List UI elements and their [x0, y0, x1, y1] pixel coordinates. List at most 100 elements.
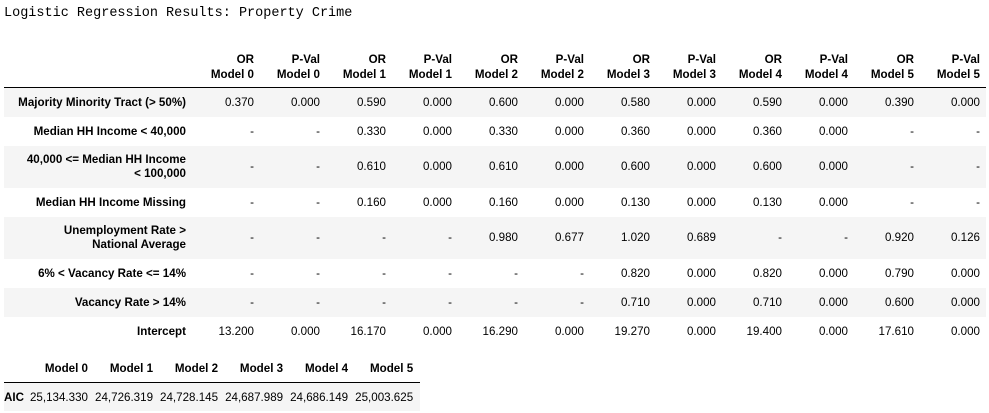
aic-table: Model 0 Model 1 Model 2 Model 3 Model 4 Model… [4, 362, 421, 411]
table-row: Unemployment Rate > National Average - - - -0… [4, 217, 986, 259]
aic-cell: 24,687.989 [225, 382, 291, 411]
aic-header-corner [4, 362, 30, 383]
table-cell: 0.000 [524, 87, 590, 117]
table-cell: 0.000 [422, 324, 452, 338]
table-cell: - [316, 195, 320, 209]
column-header-line: P-Val [423, 53, 452, 66]
table-cell: - [392, 288, 458, 317]
table-cell: - [722, 217, 788, 259]
table-cell: 0.000 [422, 124, 452, 138]
table-cell: 16.170 [350, 324, 386, 338]
table-cell: 0.590 [326, 87, 392, 117]
table-cell: 0.000 [392, 87, 458, 117]
table-cell: 0.000 [788, 87, 854, 117]
table-cell: - [910, 124, 914, 138]
table-cell: 0.000 [818, 124, 848, 138]
row-label-line: 40,000 <= Median HH Income [26, 153, 186, 166]
table-cell: 0.330 [488, 124, 518, 138]
column-header: OR Model 0 [194, 52, 260, 88]
table-cell: 0.000 [260, 87, 326, 117]
table-cell: - [458, 288, 524, 317]
table-row: Median HH Income Missing - - 0.160 0.000 0.16… [4, 188, 986, 217]
aic-header-row: Model 0 Model 1 Model 2 Model 3 Model 4 Model… [4, 362, 421, 383]
column-header-line: Model 4 [804, 68, 848, 81]
table-cell: 0.600 [458, 87, 524, 117]
table-cell: 0.000 [554, 124, 584, 138]
row-label-line: Majority Minority Tract (> 50%) [18, 95, 186, 109]
table-cell: 0.130 [620, 195, 650, 209]
table-cell: 0.000 [524, 146, 590, 188]
column-header-line: OR [236, 53, 254, 66]
table-cell: 0.330 [356, 124, 386, 138]
regression-table: OR Model 0 P-Val Model 0 OR Model 1 P-Val Model… [4, 52, 986, 346]
table-cell: - [392, 217, 458, 259]
column-header-line: P-Val [291, 53, 320, 66]
aic-cell: 24,726.319 [95, 382, 161, 411]
table-cell: - [260, 217, 326, 259]
column-header-line: Model 1 [408, 68, 452, 81]
table-cell: - [580, 266, 584, 280]
column-header: OR Model 3 [590, 52, 656, 88]
table-cell: - [854, 146, 920, 188]
table-cell: 0.980 [458, 217, 524, 259]
table-cell: 0.370 [194, 87, 260, 117]
aic-column-header: Model 1 [95, 362, 161, 383]
column-header: OR Model 2 [458, 52, 524, 88]
table-cell: 0.600 [854, 288, 920, 317]
table-cell: 0.000 [554, 195, 584, 209]
row-label: Majority Minority Tract (> 50%) [4, 87, 194, 117]
table-cell: 0.600 [590, 146, 656, 188]
table-cell: 19.270 [614, 324, 650, 338]
table-cell: - [250, 266, 254, 280]
table-cell: 0.130 [752, 195, 782, 209]
table-cell: 0.160 [356, 195, 386, 209]
table-cell: 0.000 [290, 324, 320, 338]
row-label: Median HH Income Missing [4, 188, 194, 217]
table-cell: - [194, 288, 260, 317]
table-cell: - [976, 195, 980, 209]
table-cell: 0.820 [620, 266, 650, 280]
table-cell: - [326, 217, 392, 259]
table-cell: 0.000 [656, 87, 722, 117]
table-cell: 0.610 [458, 146, 524, 188]
row-label: Intercept [4, 317, 194, 346]
table-cell: - [250, 195, 254, 209]
table-cell: 0.390 [854, 87, 920, 117]
table-cell: 1.020 [590, 217, 656, 259]
column-header-line: Model 0 [210, 68, 254, 81]
table-cell: - [920, 146, 986, 188]
column-header-line: Model 2 [540, 68, 584, 81]
column-header: P-Val Model 4 [788, 52, 854, 88]
row-label-line: National Average [92, 238, 186, 251]
aic-row: AIC 25,134.330 24,726.319 24,728.145 24,687… [4, 382, 421, 411]
aic-cell: 24,686.149 [290, 382, 356, 411]
column-header-line: Model 3 [672, 68, 716, 81]
table-row: 6% < Vacancy Rate <= 14% - - - - - - 0.820 0.000… [4, 259, 986, 288]
table-cell: - [910, 195, 914, 209]
column-header-line: Model 2 [474, 68, 518, 81]
row-label-line: Unemployment Rate > [63, 224, 186, 237]
table-cell: 17.610 [878, 324, 914, 338]
row-label-line: Median HH Income Missing [35, 195, 186, 209]
column-header: P-Val Model 3 [656, 52, 722, 88]
column-header-line: Model 4 [738, 68, 782, 81]
row-label: Vacancy Rate > 14% [4, 288, 194, 317]
column-header-line: P-Val [555, 53, 584, 66]
row-label: 6% < Vacancy Rate <= 14% [4, 259, 194, 288]
aic-column-header: Model 3 [225, 362, 291, 383]
row-label: Unemployment Rate > National Average [4, 217, 194, 259]
aic-row-label: AIC [4, 382, 30, 411]
column-header-line: OR [764, 53, 782, 66]
column-header: OR Model 4 [722, 52, 788, 88]
column-header-line: OR [896, 53, 914, 66]
column-header-line: OR [632, 53, 650, 66]
aic-cell: 24,728.145 [160, 382, 226, 411]
table-row: Intercept 13.200 0.000 16.170 0.000 16.290 0.0… [4, 317, 986, 346]
table-cell: - [194, 146, 260, 188]
table-cell: - [194, 217, 260, 259]
column-header-line: P-Val [951, 53, 980, 66]
table-row: Vacancy Rate > 14% - - - - - -0.710 0.000 0.710 0… [4, 288, 986, 317]
table-cell: 0.580 [590, 87, 656, 117]
column-header-line: P-Val [819, 53, 848, 66]
table-cell: 0.160 [488, 195, 518, 209]
